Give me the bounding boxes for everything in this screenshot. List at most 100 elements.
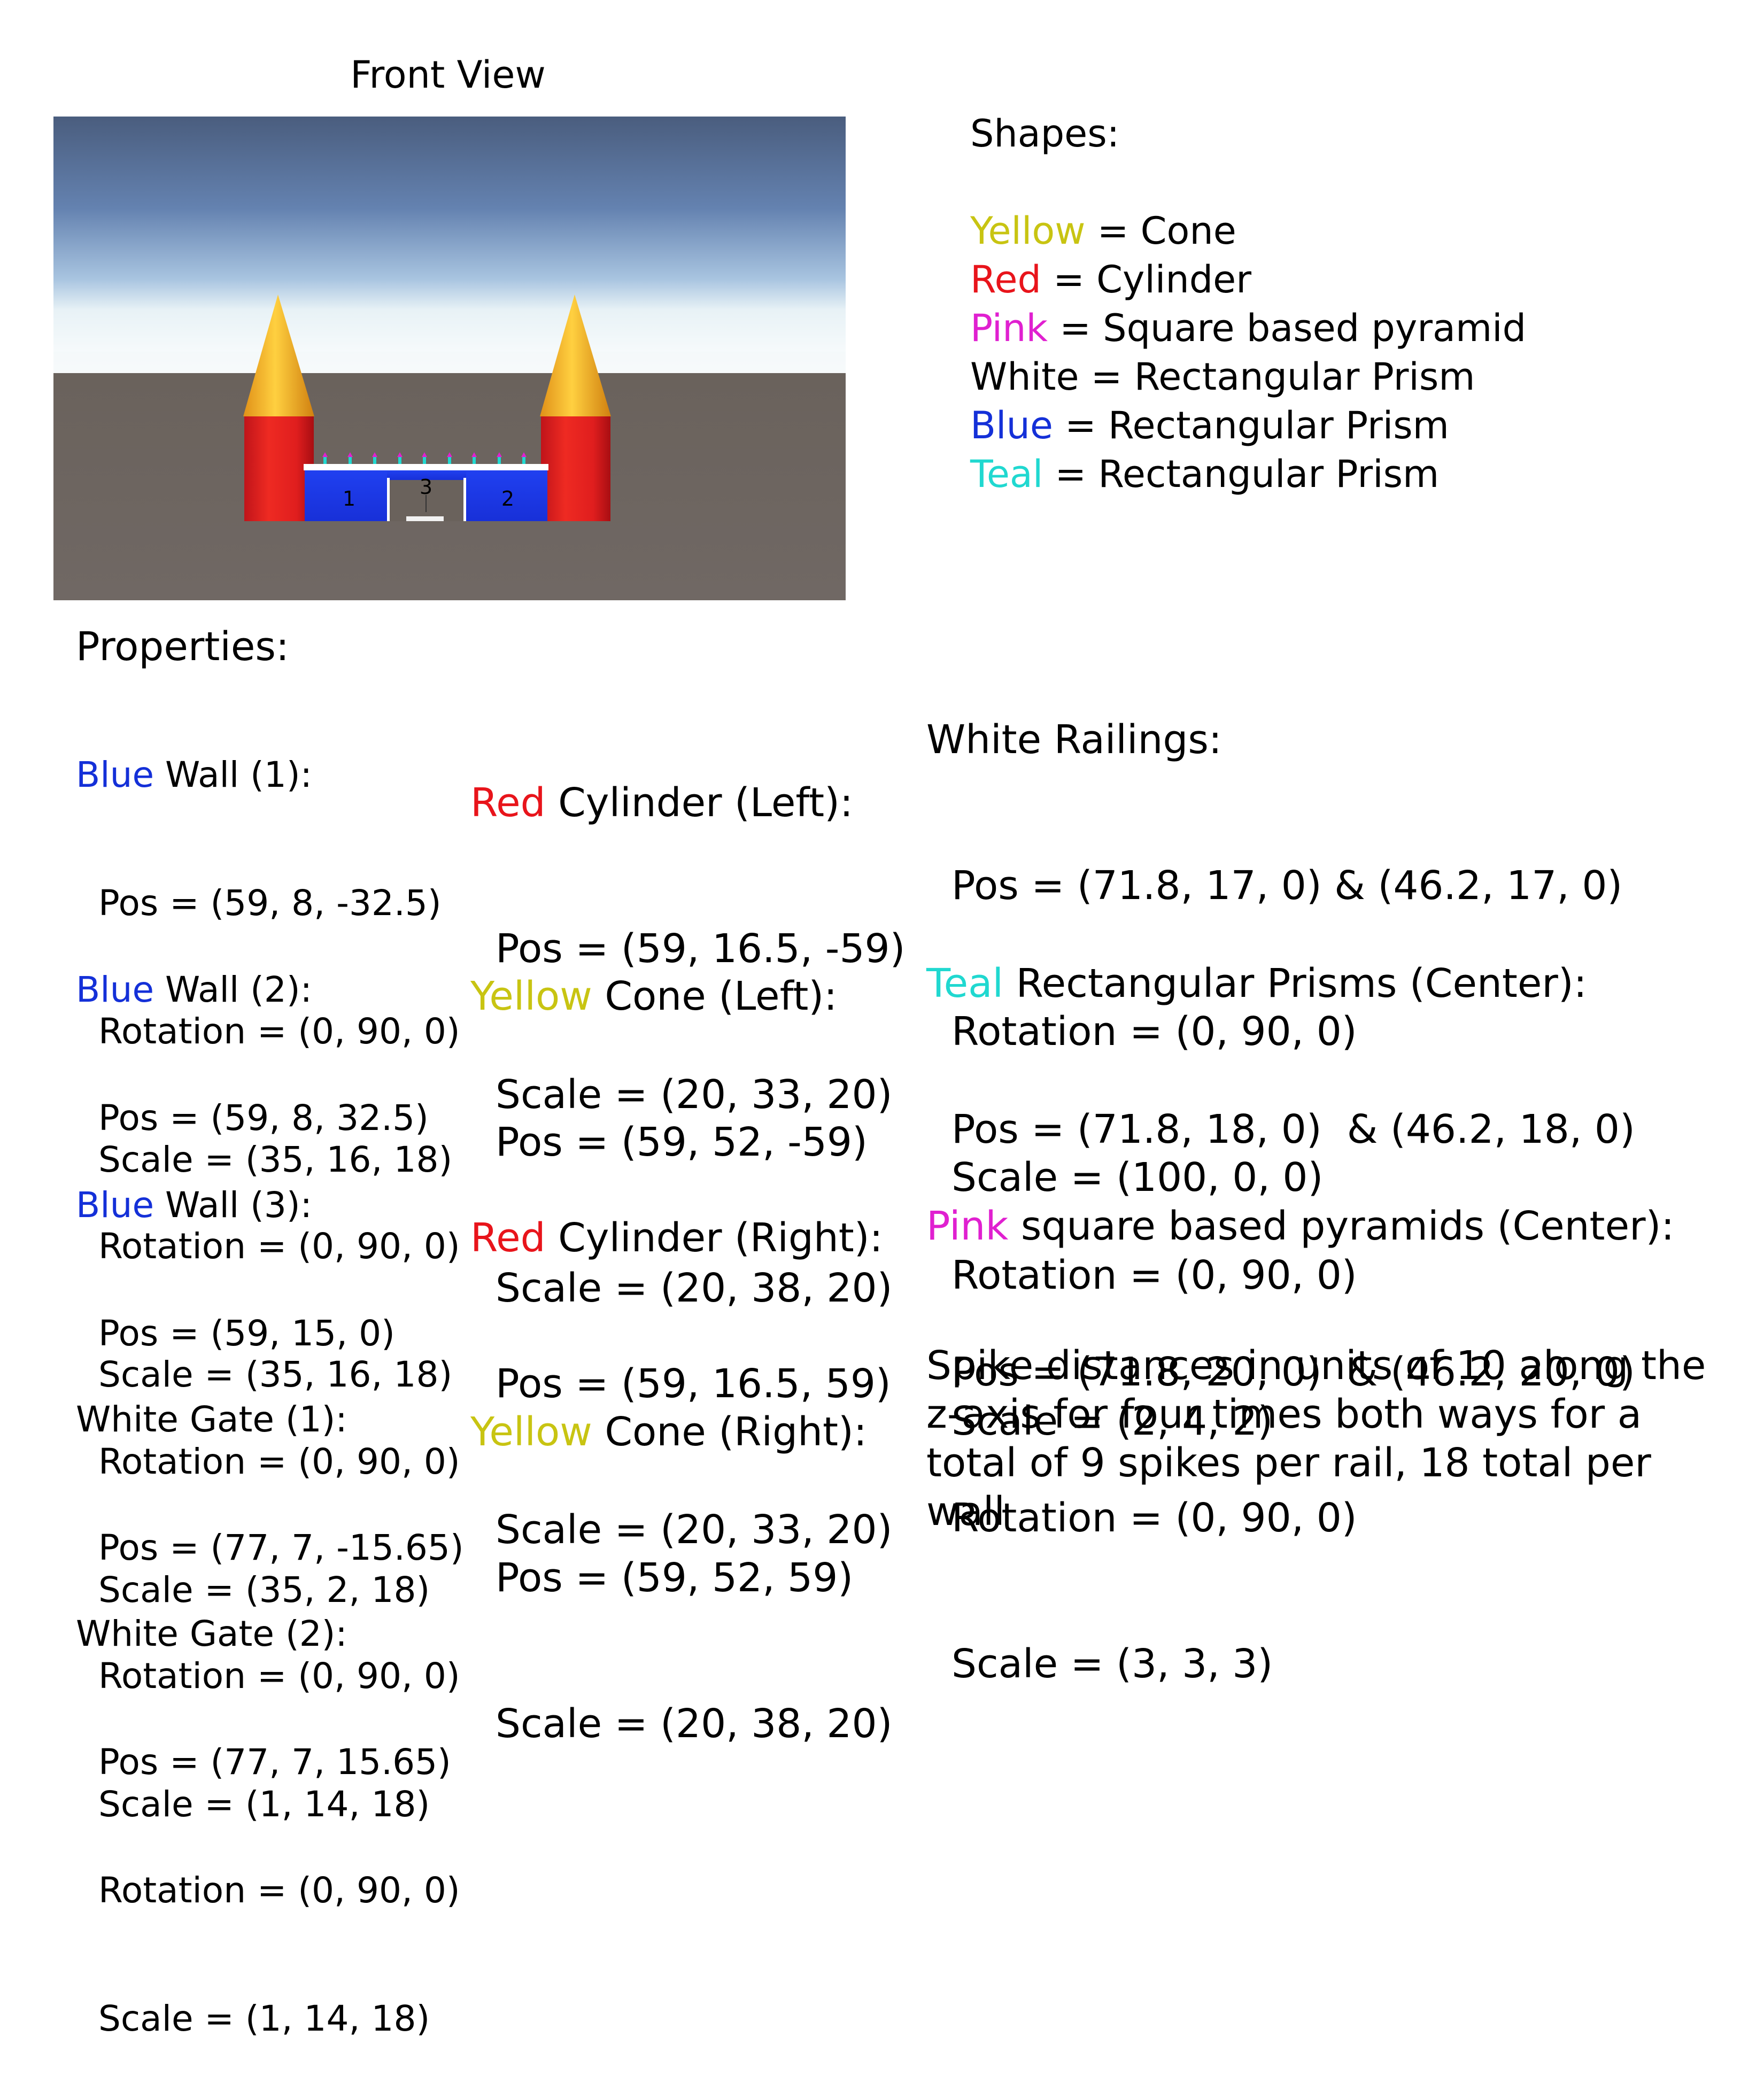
prop-heading: White Gate (1): (76, 1399, 347, 1440)
prop-heading: Blue Wall (3): (76, 1184, 460, 1227)
prop-heading: White Gate (2): (76, 1613, 347, 1654)
right-cone (540, 295, 611, 416)
pink-pyramids-props: Pink square based pyramids (Center): Pos… (926, 1105, 1674, 1737)
left-cylinder (244, 416, 314, 521)
front-view-scene: 1 3 2 (53, 117, 846, 600)
color-word: Pink (926, 1203, 1009, 1249)
prop-pos: Pos = (77, 7, 15.65) (98, 1741, 451, 1783)
prop-rotation: Rotation = (0, 90, 0) (98, 1870, 460, 1911)
prop-rotation: Rotation = (0, 90, 0) (98, 1011, 460, 1052)
shapes-legend: Shapes: Yellow = Cone Red = Cylinder Pin… (970, 110, 1526, 499)
legend-color-word: Blue (970, 404, 1053, 447)
blue-wall-3-props: Blue Wall (3): Pos = (59, 15, 0) Rotatio… (76, 1098, 460, 1654)
legend-item-red: Red = Cylinder (970, 255, 1526, 304)
legend-item-white: White = Rectangular Prism (970, 353, 1526, 401)
prop-pos: Pos = (59, 52, -59) (496, 1119, 868, 1165)
left-tower (243, 295, 314, 521)
prop-scale: Scale = (35, 2, 18) (98, 1569, 430, 1610)
legend-color-word: Pink (970, 306, 1048, 350)
prop-pos: Pos = (71.8, 18, 0) & (46.2, 18, 0) (951, 1106, 1635, 1152)
prop-heading: Yellow Cone (Left): (470, 972, 892, 1021)
prop-scale: Scale = (20, 33, 20) (496, 1507, 893, 1553)
red-cylinder-right-props: Red Cylinder (Right): Pos = (59, 16.5, 5… (470, 1117, 892, 1603)
prop-heading: Teal Rectangular Prisms (Center): (926, 959, 1635, 1008)
prop-name: Wall (2): (154, 969, 312, 1010)
sky (53, 117, 846, 378)
legend-text: = Square based pyramid (1048, 306, 1527, 350)
prop-pos: Pos = (59, 15, 0) (98, 1313, 395, 1354)
prop-name: Wall (1): (154, 754, 312, 795)
yellow-cone-left-props: Yellow Cone (Left): Pos = (59, 52, -59) … (470, 875, 892, 1361)
legend-text: = Rectangular Prism (1079, 355, 1475, 399)
color-word: Red (470, 780, 546, 826)
prop-name: Cone (Left): (592, 973, 838, 1019)
prop-scale: Scale = (35, 16, 18) (98, 1354, 453, 1395)
prop-pos: Pos = (59, 8, 32.5) (98, 1097, 429, 1139)
prop-pos: Pos = (59, 8, -32.5) (98, 882, 442, 924)
prop-rotation: Rotation = (0, 90, 0) (951, 1252, 1357, 1298)
legend-color-word: Teal (970, 452, 1043, 496)
prop-scale: Scale = (20, 33, 20) (496, 1072, 893, 1118)
blue-wall-2 (466, 470, 547, 521)
white-gate-2 (463, 478, 466, 521)
prop-heading: Blue Wall (2): (76, 969, 460, 1011)
blue-wall-2-props: Blue Wall (2): Pos = (59, 8, 32.5) Rotat… (76, 883, 460, 1439)
legend-item-teal: Teal = Rectangular Prism (970, 450, 1526, 499)
prop-scale: Scale = (20, 38, 20) (496, 1701, 893, 1747)
spikes (322, 452, 527, 464)
legend-text: = Cylinder (1041, 258, 1251, 301)
color-word: Teal (926, 961, 1004, 1006)
white-gate-2-props: White Gate (2): Pos = (77, 7, 15.65) Rot… (76, 1527, 460, 2083)
prop-scale: Scale = (2, 4, 2) (951, 1398, 1273, 1444)
right-tower (540, 295, 611, 521)
prop-pos: Pos = (59, 16.5, -59) (496, 926, 906, 972)
prop-rotation: Rotation = (0, 90, 0) (951, 1009, 1357, 1055)
prop-name: Cylinder (Left): (545, 780, 853, 826)
blue-wall-1-props: Blue Wall (1): Pos = (59, 8, -32.5) Rota… (76, 668, 460, 1224)
prop-heading: Pink square based pyramids (Center): (926, 1202, 1674, 1251)
legend-text: = Rectangular Prism (1043, 452, 1440, 496)
color-word: Yellow (470, 973, 592, 1019)
legend-item-blue: Blue = Rectangular Prism (970, 401, 1526, 450)
prop-heading: Red Cylinder (Left): (470, 779, 906, 827)
legend-text: = Rectangular Prism (1053, 404, 1449, 447)
wall-label-1: 1 (343, 487, 355, 510)
prop-name: Rectangular Prisms (Center): (1003, 961, 1587, 1006)
blue-wall-3 (387, 470, 466, 480)
prop-scale: Scale = (35, 16, 18) (98, 1139, 453, 1180)
prop-pos: Pos = (71.8, 17, 0) & (46.2, 17, 0) (951, 863, 1623, 909)
red-cylinder-left-props: Red Cylinder (Left): Pos = (59, 16.5, -5… (470, 682, 906, 1168)
prop-rotation: Rotation = (0, 90, 0) (98, 1226, 460, 1267)
prop-name: Cone (Right): (592, 1409, 867, 1455)
color-word: Blue (76, 1184, 154, 1226)
color-word: Blue (76, 754, 154, 795)
prop-heading: Blue Wall (1): (76, 754, 460, 796)
wall-label-2: 2 (501, 487, 514, 510)
prop-rotation: Rotation = (0, 90, 0) (98, 1655, 460, 1697)
prop-heading: Red Cylinder (Right): (470, 1214, 892, 1263)
prop-rotation: Rotation = (0, 90, 0) (951, 1495, 1357, 1541)
prop-heading: Yellow Cone (Right): (470, 1408, 892, 1457)
color-word: Blue (76, 969, 154, 1010)
prop-scale: Scale = (100, 0, 0) (951, 1155, 1324, 1201)
white-railing (304, 464, 548, 470)
prop-scale: Scale = (3, 3, 3) (951, 1641, 1273, 1687)
legend-color-word: Yellow (970, 209, 1086, 253)
prop-pos: Pos = (77, 7, -15.65) (98, 1527, 464, 1568)
prop-scale: Scale = (20, 38, 20) (496, 1265, 893, 1311)
left-cone (243, 295, 314, 416)
wall-label-3: 3 (420, 475, 432, 499)
gate-floor (406, 516, 444, 521)
legend-item-pink: Pink = Square based pyramid (970, 304, 1526, 353)
legend-item-yellow: Yellow = Cone (970, 207, 1526, 255)
prop-pos: Pos = (71.8, 20, 0) & (46.2, 20, 0) (951, 1349, 1635, 1395)
prop-name: Cylinder (Right): (545, 1215, 883, 1261)
front-view-title: Front View (350, 53, 546, 97)
white-railings-props: White Railings: Pos = (71.8, 17, 0) & (4… (926, 618, 1622, 1251)
legend-text: = Cone (1085, 209, 1236, 253)
blue-wall-1 (305, 470, 387, 521)
color-word: Red (470, 1215, 546, 1261)
prop-name: square based pyramids (Center): (1008, 1203, 1675, 1249)
prop-scale: Scale = (1, 14, 18) (98, 1998, 430, 2039)
white-gate-1 (387, 478, 390, 521)
